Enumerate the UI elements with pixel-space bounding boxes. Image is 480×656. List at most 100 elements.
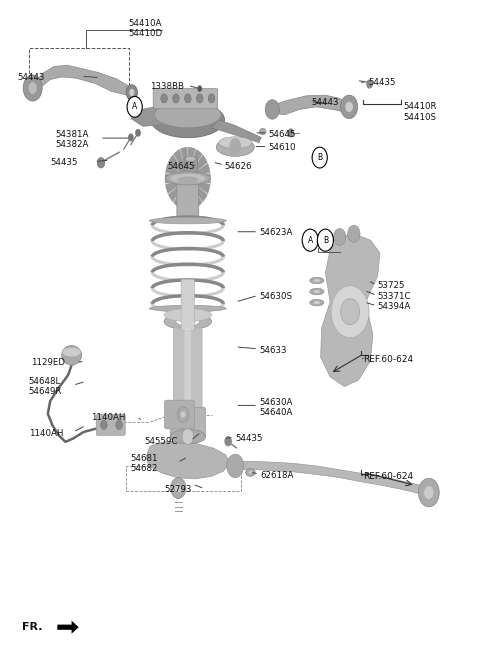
Ellipse shape — [313, 301, 320, 304]
Polygon shape — [146, 441, 229, 479]
Wedge shape — [166, 178, 188, 194]
Circle shape — [265, 100, 279, 119]
Circle shape — [184, 94, 191, 103]
Polygon shape — [33, 65, 132, 95]
Text: 54648L
54649R: 54648L 54649R — [29, 377, 62, 396]
Text: 52793: 52793 — [164, 485, 192, 494]
Circle shape — [196, 94, 203, 103]
Ellipse shape — [185, 156, 196, 161]
Wedge shape — [188, 163, 210, 178]
Wedge shape — [188, 178, 202, 207]
Circle shape — [171, 478, 186, 499]
Wedge shape — [188, 174, 211, 183]
Ellipse shape — [216, 138, 254, 156]
Text: 54435: 54435 — [235, 434, 263, 443]
Circle shape — [126, 85, 137, 100]
Text: 54381A
54382A: 54381A 54382A — [55, 130, 88, 149]
Text: 1140AH: 1140AH — [29, 429, 63, 438]
Text: REF.60-624: REF.60-624 — [363, 355, 413, 363]
Wedge shape — [188, 150, 202, 178]
Text: 54410R
54410S: 54410R 54410S — [404, 102, 437, 122]
Ellipse shape — [260, 129, 266, 135]
Ellipse shape — [219, 136, 252, 148]
Circle shape — [197, 85, 202, 92]
Circle shape — [288, 129, 294, 137]
Wedge shape — [173, 178, 188, 207]
Ellipse shape — [249, 471, 252, 474]
Text: B: B — [323, 236, 328, 245]
Text: 54630S: 54630S — [259, 293, 292, 301]
Ellipse shape — [185, 160, 195, 167]
Wedge shape — [168, 178, 188, 202]
Circle shape — [348, 225, 360, 242]
Circle shape — [135, 129, 141, 136]
Circle shape — [312, 147, 327, 168]
Text: 54435: 54435 — [50, 158, 78, 167]
Ellipse shape — [149, 218, 226, 224]
Circle shape — [28, 81, 37, 94]
Text: 54626: 54626 — [225, 161, 252, 171]
Circle shape — [127, 96, 142, 117]
Ellipse shape — [62, 347, 81, 357]
Text: 53725: 53725 — [378, 281, 405, 290]
Circle shape — [331, 286, 369, 338]
Circle shape — [180, 411, 185, 418]
Wedge shape — [166, 163, 188, 178]
Circle shape — [178, 407, 189, 422]
Ellipse shape — [170, 430, 205, 443]
Wedge shape — [188, 155, 207, 178]
FancyBboxPatch shape — [181, 279, 194, 331]
Text: FR.: FR. — [22, 622, 42, 632]
Text: REF.60-624: REF.60-624 — [363, 472, 413, 482]
Circle shape — [129, 89, 135, 96]
Wedge shape — [180, 147, 188, 178]
Wedge shape — [188, 178, 207, 202]
Circle shape — [317, 229, 334, 251]
Circle shape — [97, 157, 105, 168]
Text: 54610: 54610 — [268, 142, 296, 152]
Text: 54681
54682: 54681 54682 — [131, 453, 158, 473]
Circle shape — [424, 486, 433, 499]
Circle shape — [419, 478, 439, 507]
Text: 54394A: 54394A — [378, 302, 411, 311]
Circle shape — [173, 94, 179, 103]
Ellipse shape — [246, 468, 255, 476]
Text: 1129ED: 1129ED — [31, 358, 65, 367]
Ellipse shape — [165, 172, 210, 185]
Circle shape — [175, 483, 181, 493]
Text: 54443: 54443 — [17, 73, 45, 82]
Text: 54630A
54640A: 54630A 54640A — [259, 398, 292, 417]
FancyBboxPatch shape — [170, 407, 205, 438]
Circle shape — [23, 75, 42, 101]
Text: 54645: 54645 — [268, 130, 296, 138]
FancyBboxPatch shape — [174, 328, 202, 417]
FancyBboxPatch shape — [184, 157, 197, 176]
Text: 54443: 54443 — [311, 98, 339, 108]
Ellipse shape — [149, 305, 226, 312]
Ellipse shape — [155, 102, 221, 128]
Circle shape — [116, 420, 122, 430]
Circle shape — [227, 454, 244, 478]
Wedge shape — [173, 150, 188, 178]
Ellipse shape — [310, 289, 324, 295]
Ellipse shape — [61, 346, 82, 365]
Circle shape — [100, 420, 107, 430]
Text: 54435: 54435 — [368, 77, 396, 87]
Circle shape — [182, 429, 193, 444]
Ellipse shape — [151, 102, 225, 138]
Text: 54645: 54645 — [168, 161, 195, 171]
Ellipse shape — [164, 314, 212, 329]
FancyBboxPatch shape — [184, 329, 191, 436]
Circle shape — [128, 134, 134, 141]
Circle shape — [229, 138, 241, 154]
Polygon shape — [131, 107, 171, 127]
Text: 1140AH: 1140AH — [91, 413, 125, 422]
Circle shape — [161, 94, 168, 103]
Polygon shape — [272, 95, 349, 115]
Text: 54559C: 54559C — [144, 437, 178, 445]
Circle shape — [302, 229, 318, 251]
Ellipse shape — [176, 317, 200, 326]
Ellipse shape — [313, 290, 320, 293]
Circle shape — [341, 95, 358, 119]
Ellipse shape — [310, 299, 324, 306]
